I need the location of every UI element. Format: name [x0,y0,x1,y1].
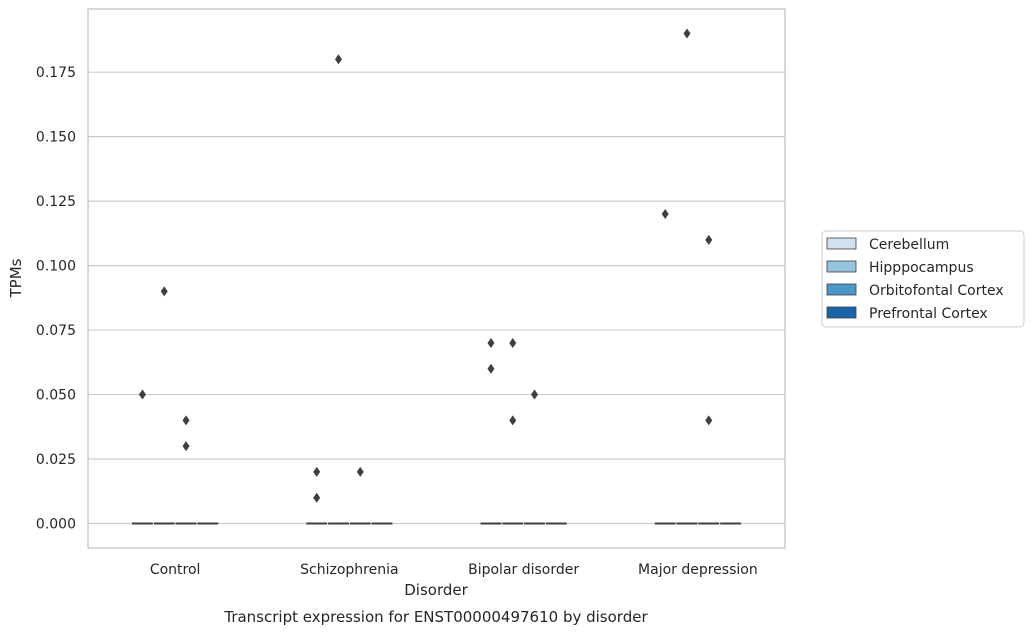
outlier-point [487,363,495,374]
outlier-point [531,389,539,400]
outlier-point [705,415,713,426]
y-tick-label: 0.075 [36,323,76,339]
outlier-point [160,286,168,297]
x-axis-label: Disorder [404,581,468,599]
outlier-point [683,28,691,39]
outlier-point [356,466,364,477]
x-tick-label: Schizophrenia [300,562,398,578]
outlier-point [182,441,190,452]
legend-swatch [826,260,857,273]
y-tick-label: 0.000 [36,517,76,533]
outlier-point [661,209,669,220]
outlier-point [487,337,495,348]
y-tick-label: 0.025 [36,452,76,468]
y-tick-label: 0.100 [36,259,76,275]
y-axis-label: TPMs [7,258,25,298]
plot-frame [87,8,786,549]
x-tick-label: Major depression [638,562,758,578]
y-tick-label: 0.150 [36,130,76,146]
legend-swatch [826,237,857,250]
x-tick-label: Control [150,562,201,578]
legend-label: Cerebellum [869,237,949,253]
outlier-points [138,28,713,503]
y-tick-label: 0.050 [36,388,76,404]
outlier-point [509,337,517,348]
outlier-point [313,466,321,477]
legend-swatch [826,283,857,296]
x-tick-label: Bipolar disorder [468,562,579,578]
legend-label: Prefrontal Cortex [869,306,988,322]
legend: Cerebellum Hipppocampus Orbitofontal Corte… [821,230,1025,328]
legend-label: Orbitofontal Cortex [869,283,1004,299]
y-tick-labels: 0.000 0.025 0.050 0.075 0.100 0.125 0.150 0.175 [36,65,76,532]
outlier-point [705,234,713,245]
legend-label: Hipppocampus [869,260,974,276]
outlier-point [509,415,517,426]
outlier-point [182,415,190,426]
outlier-point [334,54,342,65]
chart-caption: Transcript expression for ENST0000049761… [223,608,648,626]
x-tick-labels: Control Schizophrenia Bipolar disorder Majo… [150,562,758,578]
outlier-point [138,389,146,400]
outlier-point [313,492,321,503]
legend-box [821,230,1025,328]
y-tick-label: 0.125 [36,194,76,210]
legend-swatch [826,306,857,319]
y-tick-label: 0.175 [36,65,76,81]
